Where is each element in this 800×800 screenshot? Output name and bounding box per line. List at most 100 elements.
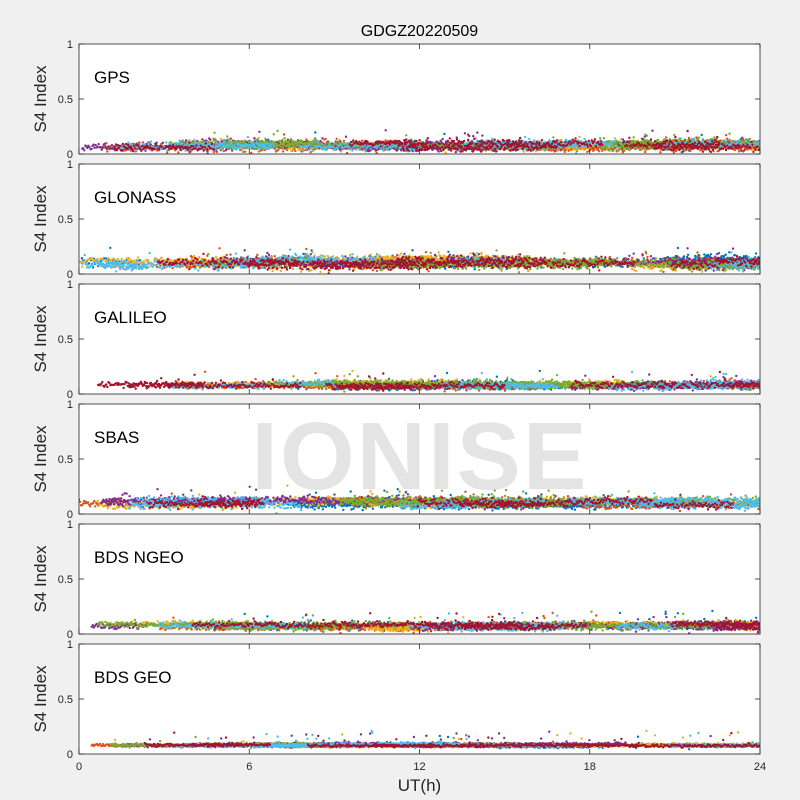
data-point [338, 143, 342, 146]
data-point [299, 139, 303, 142]
data-point [267, 146, 270, 149]
data-point [739, 142, 742, 145]
data-point [320, 142, 323, 145]
data-point [684, 149, 688, 152]
data-point [673, 133, 676, 137]
data-point [598, 150, 601, 153]
data-point [90, 147, 93, 151]
data-point [614, 144, 618, 148]
data-point [663, 138, 666, 141]
data-point [86, 146, 89, 150]
data-point [701, 138, 705, 141]
data-point [752, 139, 756, 143]
data-point [356, 145, 359, 148]
data-point [721, 139, 724, 143]
data-point [345, 151, 349, 154]
data-point [272, 142, 275, 145]
data-point [643, 135, 646, 138]
data-point [620, 138, 623, 141]
data-point [210, 140, 213, 143]
data-point [341, 146, 345, 149]
data-point [659, 151, 662, 154]
data-point [468, 134, 471, 138]
data-point [236, 143, 239, 146]
data-point [724, 134, 728, 137]
data-point [643, 148, 647, 151]
data-point [708, 139, 711, 142]
data-point [324, 147, 327, 150]
data-point [360, 139, 364, 142]
data-point [455, 136, 458, 139]
data-point [322, 146, 325, 149]
data-point [319, 146, 322, 149]
data-point [281, 138, 284, 141]
data-point [619, 141, 622, 144]
data-point [132, 142, 135, 146]
data-point [616, 140, 619, 143]
data-point [475, 140, 478, 143]
data-point [327, 141, 330, 144]
data-point [298, 141, 302, 144]
data-point [270, 143, 273, 146]
figure-title: GDGZ20220509 [361, 23, 479, 40]
data-point [695, 136, 698, 139]
data-point [293, 142, 297, 145]
data-point [94, 143, 97, 147]
data-point [100, 148, 103, 151]
data-point [697, 136, 701, 139]
data-point [466, 141, 469, 144]
data-point [209, 138, 212, 141]
data-point [643, 139, 646, 142]
data-point [699, 149, 702, 152]
data-point [225, 146, 229, 149]
data-point [197, 141, 200, 144]
data-point [381, 149, 385, 152]
data-point [250, 145, 253, 148]
data-point [229, 141, 233, 144]
data-point [659, 148, 662, 151]
data-point [724, 140, 727, 143]
data-point [262, 140, 265, 144]
data-point [603, 141, 606, 144]
data-point [583, 137, 586, 141]
data-point [640, 148, 643, 151]
data-point [384, 147, 387, 151]
data-point [226, 138, 229, 141]
data-point [93, 146, 96, 149]
data-point [345, 142, 348, 145]
data-point [331, 145, 335, 149]
data-point [231, 145, 234, 149]
data-point [298, 148, 301, 152]
data-point [283, 137, 286, 140]
data-point [279, 142, 283, 145]
data-point [232, 140, 235, 144]
data-point [684, 139, 687, 142]
data-point [179, 140, 182, 144]
data-point [592, 149, 595, 153]
data-point [321, 148, 324, 151]
data-point [582, 148, 585, 151]
data-point [263, 145, 266, 148]
data-point [96, 145, 99, 148]
data-point [288, 145, 292, 148]
data-point [283, 147, 287, 150]
data-point [556, 150, 559, 153]
data-point [294, 149, 297, 153]
data-point [354, 144, 357, 148]
data-point [374, 149, 377, 152]
data-point [88, 145, 91, 149]
data-point [226, 135, 229, 138]
data-point [444, 140, 447, 143]
data-point [112, 145, 116, 148]
data-point [295, 141, 299, 144]
axes-background [79, 44, 760, 154]
data-point [313, 137, 317, 140]
data-point [106, 150, 109, 153]
data-point [224, 149, 228, 152]
data-point [287, 139, 290, 143]
data-point [441, 137, 444, 141]
data-point [189, 150, 192, 153]
data-point [216, 147, 219, 150]
data-point [335, 137, 338, 140]
data-point [201, 138, 204, 141]
